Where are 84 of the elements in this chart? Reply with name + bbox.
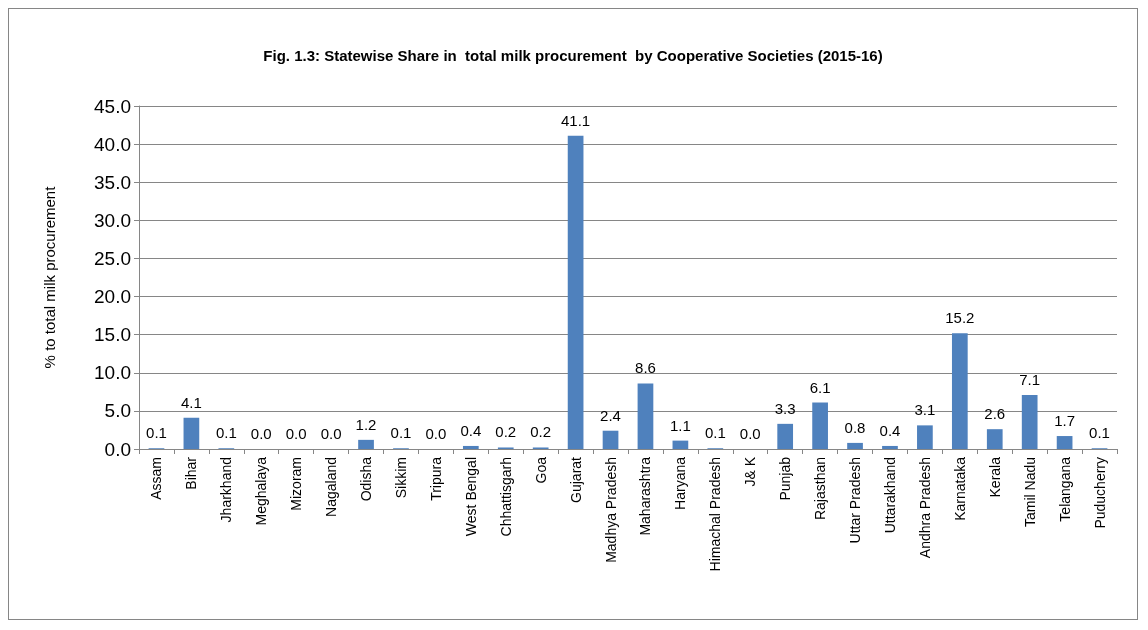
- y-tick-label: 30.0: [94, 209, 131, 231]
- bar: [1056, 436, 1073, 449]
- bar: [462, 445, 479, 449]
- data-label: 15.2: [945, 309, 975, 327]
- x-tick-label: West Bengal: [462, 457, 479, 537]
- data-label: 1.1: [669, 416, 691, 434]
- x-tick-label: Telangana: [1056, 456, 1073, 522]
- bar: [183, 417, 200, 449]
- x-tick-label: Chhattisgarh: [497, 457, 514, 537]
- bar: [1021, 394, 1038, 449]
- x-tick-label: Gujarat: [567, 456, 584, 503]
- data-label: 0.2: [530, 423, 552, 441]
- data-label: 0.0: [425, 425, 447, 442]
- x-tick-label: Sikkim: [392, 457, 409, 499]
- bar: [917, 425, 933, 449]
- x-tick-label: Mizoram: [288, 457, 305, 511]
- x-tick-label: Jharkhand: [218, 457, 235, 523]
- x-tick-label: Assam: [148, 457, 165, 500]
- bar: [986, 429, 1003, 449]
- data-label: 0.1: [390, 424, 412, 442]
- x-tick-label: Madhya Pradesh: [602, 457, 619, 563]
- x-tick-label: Nagaland: [323, 457, 340, 517]
- bar: [777, 423, 794, 449]
- y-tick-label: 40.0: [94, 133, 131, 155]
- bar: [847, 442, 863, 449]
- chart-title: Fig. 1.3: Statewise Share in total milk procurement by Cooperative Societies (2015-16): [263, 47, 883, 64]
- data-label: 8.6: [635, 359, 656, 377]
- x-tick-label: Andhra Pradesh: [916, 457, 933, 559]
- x-tick-label: Tripura: [427, 456, 444, 501]
- data-label: 0.4: [879, 421, 901, 439]
- data-label: 4.1: [180, 393, 202, 411]
- y-tick-label: 15.0: [94, 324, 131, 346]
- x-tick-label: Uttar Pradesh: [847, 457, 864, 544]
- bar: [567, 135, 584, 449]
- data-label: 7.1: [1019, 370, 1041, 388]
- x-tick-label: Kerala: [986, 456, 1003, 498]
- x-tick-label: Karnataka: [951, 456, 968, 521]
- x-tick-label: Odisha: [358, 456, 375, 502]
- bar: [951, 333, 968, 449]
- data-label: 0.0: [285, 425, 307, 442]
- y-tick-label: 10.0: [94, 362, 131, 384]
- y-tick-label: 25.0: [94, 247, 131, 269]
- data-label: 0.1: [146, 424, 167, 442]
- data-label: 3.1: [914, 401, 936, 419]
- x-tick-label: Punjab: [777, 456, 794, 501]
- x-tick-label: Puducherry: [1091, 457, 1108, 529]
- x-tick-label: Maharashtra: [637, 456, 654, 536]
- data-label: 0.0: [739, 425, 761, 442]
- x-tick-label: Meghalaya: [253, 456, 270, 526]
- data-label: 2.6: [984, 405, 1006, 423]
- data-label: 1.7: [1054, 412, 1076, 430]
- data-label: 0.1: [1089, 424, 1110, 442]
- x-tick-label: Haryana: [672, 456, 689, 510]
- x-tick-label: Rajasthan: [812, 457, 829, 521]
- y-tick-label: 20.0: [94, 286, 131, 308]
- bar: [637, 383, 654, 449]
- bar: [358, 439, 374, 449]
- data-label: 0.0: [250, 425, 272, 442]
- x-tick-label: Himachal Pradesh: [707, 457, 724, 572]
- x-tick-label: J& K: [742, 456, 759, 487]
- data-label: 6.1: [809, 378, 831, 396]
- data-label: 0.2: [495, 423, 517, 441]
- data-label: 0.1: [215, 424, 237, 442]
- data-label: 0.4: [460, 421, 482, 439]
- x-tick-label: Uttarakhand: [881, 457, 898, 534]
- data-label: 1.2: [355, 415, 377, 433]
- y-tick-label: 5.0: [104, 400, 131, 422]
- y-axis-title: % to total milk procurement: [41, 185, 58, 369]
- bar: [602, 430, 619, 449]
- bar: [812, 402, 828, 449]
- x-tick-label: Bihar: [183, 456, 200, 490]
- data-label: 3.3: [774, 399, 796, 417]
- bar: [882, 445, 898, 449]
- y-tick-label: 45.0: [94, 95, 131, 117]
- bar: [672, 440, 689, 449]
- data-label: 0.8: [844, 418, 866, 436]
- data-label: 0.1: [704, 424, 726, 442]
- data-label: 2.4: [600, 406, 621, 424]
- x-tick-label: Goa: [532, 456, 549, 484]
- y-tick-label: 0.0: [104, 438, 131, 460]
- x-tick-label: Tamil Nadu: [1021, 457, 1038, 528]
- data-label: 0.0: [320, 425, 342, 442]
- y-tick-label: 35.0: [94, 171, 131, 193]
- data-label: 41.1: [561, 111, 591, 129]
